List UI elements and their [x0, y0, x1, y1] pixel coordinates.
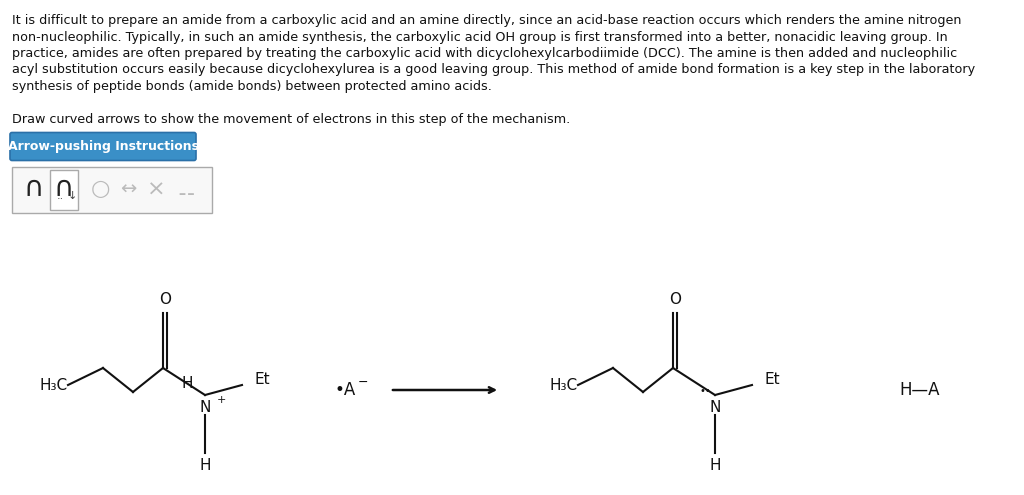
- Text: acyl substitution occurs easily because dicyclohexylurea is a good leaving group: acyl substitution occurs easily because …: [12, 63, 975, 77]
- Text: ○: ○: [90, 180, 110, 199]
- Text: H: H: [200, 458, 211, 474]
- Text: H: H: [181, 376, 193, 391]
- Text: It is difficult to prepare an amide from a carboxylic acid and an amine directly: It is difficult to prepare an amide from…: [12, 14, 962, 27]
- Text: H₃C: H₃C: [550, 378, 578, 393]
- FancyBboxPatch shape: [50, 169, 78, 209]
- Text: ••: ••: [699, 386, 711, 396]
- Text: Draw curved arrows to show the movement of electrons in this step of the mechani: Draw curved arrows to show the movement …: [12, 112, 570, 126]
- Text: H: H: [710, 458, 721, 474]
- Text: •A: •A: [335, 381, 355, 399]
- Text: ×: ×: [146, 180, 165, 199]
- Text: ∩: ∩: [54, 175, 74, 202]
- Text: N: N: [200, 399, 211, 414]
- Text: +: +: [216, 395, 225, 405]
- Text: O: O: [159, 293, 171, 307]
- Text: ⚋: ⚋: [177, 180, 195, 199]
- Text: Et: Et: [255, 373, 270, 388]
- Text: ∩: ∩: [24, 175, 44, 202]
- FancyBboxPatch shape: [12, 166, 212, 212]
- Text: practice, amides are often prepared by treating the carboxylic acid with dicyclo: practice, amides are often prepared by t…: [12, 47, 957, 60]
- Text: N: N: [710, 399, 721, 414]
- Text: O: O: [669, 293, 681, 307]
- Text: −: −: [357, 376, 369, 389]
- FancyBboxPatch shape: [10, 133, 196, 160]
- Text: H₃C: H₃C: [40, 378, 68, 393]
- Text: Et: Et: [765, 373, 780, 388]
- Text: ↓: ↓: [68, 191, 77, 200]
- Text: ··: ··: [56, 195, 63, 204]
- Text: ↔: ↔: [120, 180, 136, 199]
- Text: synthesis of peptide bonds (amide bonds) between protected amino acids.: synthesis of peptide bonds (amide bonds)…: [12, 80, 492, 93]
- Text: H—A: H—A: [900, 381, 940, 399]
- Text: non-nucleophilic. Typically, in such an amide synthesis, the carboxylic acid OH : non-nucleophilic. Typically, in such an …: [12, 31, 948, 44]
- Text: Arrow-pushing Instructions: Arrow-pushing Instructions: [7, 140, 199, 153]
